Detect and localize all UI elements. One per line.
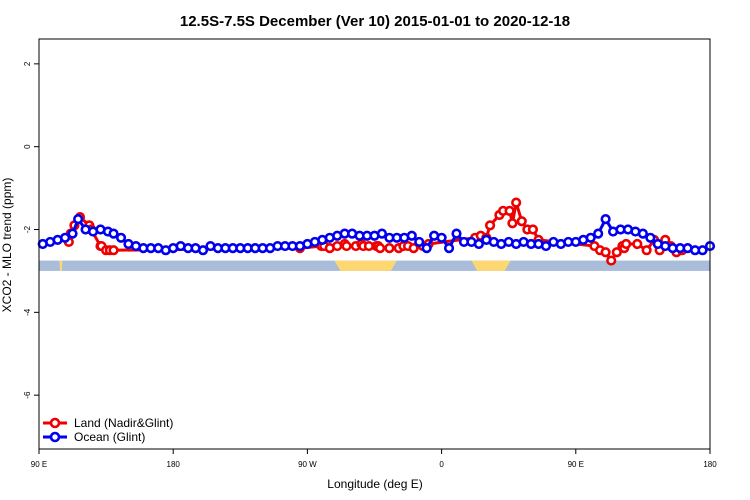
series-point: [645, 232, 656, 243]
chart-title: 12.5S-7.5S December (Ver 10) 2015-01-01 …: [180, 13, 570, 30]
legend-marker: [49, 431, 61, 443]
series-point: [621, 238, 632, 250]
series-point: [384, 243, 395, 254]
legend-label: Ocean (Glint): [74, 430, 145, 444]
x-tick-label: 90 E: [568, 460, 584, 469]
y-axis: 2 0 -2 -4 -6: [23, 61, 39, 399]
series-layer: [37, 197, 716, 266]
series-point: [406, 230, 417, 241]
series-point: [637, 228, 649, 239]
land-band-segment: [471, 260, 511, 271]
series-point: [374, 243, 386, 254]
series-point: [511, 197, 522, 208]
plot-frame: [38, 38, 711, 450]
series-point: [606, 255, 617, 266]
series-point: [507, 218, 518, 229]
series-point: [108, 228, 119, 239]
series-point: [451, 228, 462, 239]
ocean-series: [37, 214, 716, 256]
x-tick-label: 180: [167, 460, 181, 469]
series-point: [593, 228, 604, 239]
series-point: [197, 245, 209, 256]
x-tick-label: 0: [439, 460, 444, 469]
x-axis: 90 E 180 90 W 0 90 E 180: [31, 449, 717, 469]
series-point: [436, 232, 447, 243]
series-point: [443, 243, 455, 254]
y-tick-label: -6: [23, 391, 32, 399]
x-tick-label: 90 W: [298, 460, 317, 469]
series-point: [600, 247, 611, 258]
x-tick-label: 180: [703, 460, 717, 469]
series-point: [697, 245, 708, 256]
series-point: [421, 243, 432, 254]
series-point: [376, 228, 388, 239]
series-point: [341, 240, 352, 252]
series-point: [73, 214, 84, 225]
y-axis-title: XCO2 - MLO trend (ppm): [0, 178, 14, 313]
x-tick-label: 90 E: [31, 460, 47, 469]
land-band-segment: [334, 260, 397, 271]
land-band-segment: [59, 260, 63, 271]
series-point: [484, 220, 496, 231]
x-axis-title: Longitude (deg E): [327, 477, 422, 491]
legend-marker: [49, 417, 61, 429]
series-point: [504, 205, 515, 216]
series-point: [516, 216, 527, 227]
legend-label: Land (Nadir&Glint): [74, 416, 173, 430]
series-point: [473, 238, 484, 250]
y-tick-label: 0: [23, 144, 32, 149]
series-point: [600, 214, 611, 225]
series-point: [540, 240, 552, 252]
y-tick-label: -2: [23, 225, 32, 233]
y-tick-label: -4: [23, 308, 32, 316]
series-point: [59, 232, 71, 243]
series-point: [632, 238, 643, 250]
series-point: [414, 236, 425, 248]
series-point: [585, 232, 596, 243]
land-ocean-band: [39, 260, 710, 271]
series-point: [611, 247, 622, 258]
series-point: [408, 243, 419, 254]
series-point: [115, 232, 127, 243]
series-point: [67, 228, 78, 239]
series-point: [641, 245, 652, 256]
y-tick-label: 2: [23, 61, 32, 66]
series-point: [108, 245, 119, 256]
series-point: [527, 224, 539, 235]
legend: Land (Nadir&Glint)Ocean (Glint): [43, 416, 173, 444]
